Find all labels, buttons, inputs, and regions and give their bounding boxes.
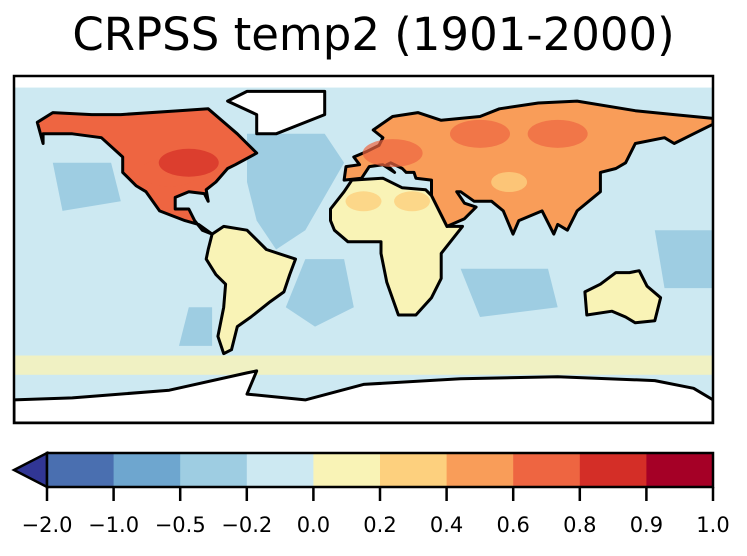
southern-ocean-band — [14, 355, 713, 375]
colorbar-segment — [579, 453, 647, 487]
colorbar-tick-label: 0.0 — [297, 513, 330, 537]
map-layers — [14, 76, 713, 423]
colorbar-tick-label: 0.2 — [363, 513, 396, 537]
colorbar-tick-label: −2.0 — [22, 513, 73, 537]
colorbar-tick-label: 0.4 — [430, 513, 463, 537]
colorbar-tick-label: −1.0 — [88, 513, 139, 537]
antarctica-landmass — [14, 369, 713, 423]
ocean-low-skill-region — [247, 133, 345, 250]
high-skill-region — [362, 139, 423, 168]
ocean-low-skill-region — [52, 162, 121, 211]
colorbar-segment — [180, 453, 248, 487]
ocean-low-skill-region — [460, 268, 558, 317]
colorbar-segment — [646, 453, 714, 487]
ocean-low-skill-region — [654, 230, 713, 289]
colorbar-segment — [380, 453, 448, 487]
colorbar-tick-label: 0.8 — [563, 513, 596, 537]
moderate-skill-region — [394, 191, 431, 212]
colorbar-tick-label: −0.5 — [155, 513, 206, 537]
south-america-landmass — [204, 224, 297, 356]
greenland-landmass — [226, 89, 327, 136]
colorbar-tick-label: 0.9 — [630, 513, 663, 537]
colorbar-segment — [113, 453, 181, 487]
colorbar-segment — [313, 453, 381, 487]
moderate-skill-region — [345, 191, 382, 212]
colorbar-segment — [246, 453, 314, 487]
map-frame — [12, 74, 715, 425]
australia-landmass — [583, 269, 663, 325]
colorbar-tick-label: 1.0 — [696, 513, 729, 537]
colorbar-tick-label: 0.6 — [496, 513, 529, 537]
map-panel — [12, 74, 715, 425]
high-skill-region — [450, 119, 510, 148]
arctic-missing — [14, 76, 713, 88]
colorbar-tick-label: −0.2 — [221, 513, 272, 537]
colorbar-segment — [47, 453, 115, 487]
chart-title: CRPSS temp2 (1901-2000) — [72, 8, 675, 61]
high-skill-region — [527, 119, 588, 148]
ocean-low-skill-region — [285, 259, 354, 327]
colorbar-extend-min — [11, 450, 49, 490]
colorbar-segment — [513, 453, 581, 487]
high-skill-region — [158, 148, 219, 177]
colorbar-segment — [446, 453, 514, 487]
colorbar: −2.0 −1.0 −0.5 −0.2 0.0 0.2 0.4 0.6 0.8 0.9 1.0 — [11, 450, 730, 537]
africa-landmass — [329, 176, 464, 317]
eurasia-landmass — [342, 99, 713, 236]
ocean-low-skill-region — [179, 307, 213, 346]
moderate-skill-region — [491, 172, 528, 193]
